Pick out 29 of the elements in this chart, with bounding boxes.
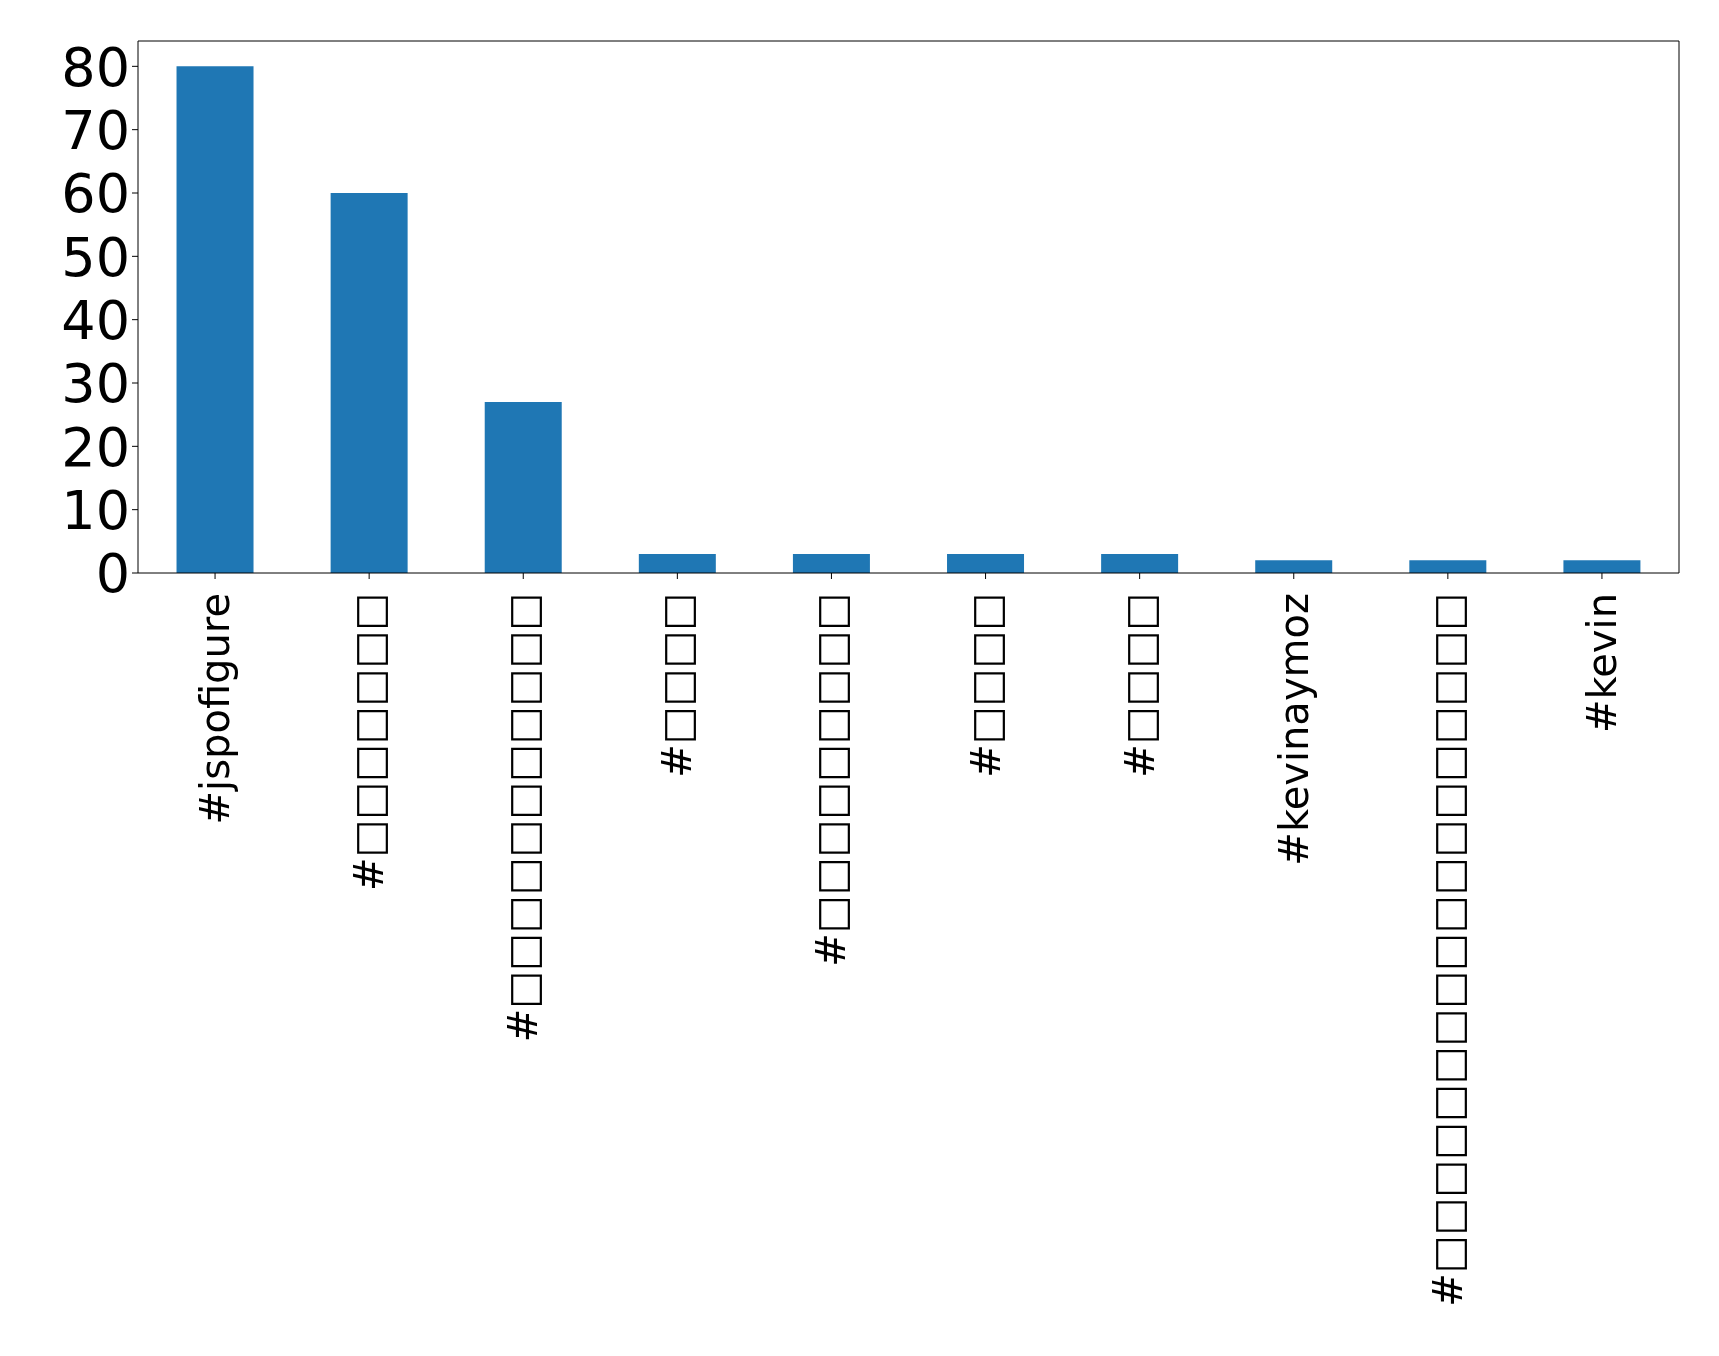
- bar: [947, 554, 1025, 573]
- x-tick-label: #kevin: [1578, 593, 1625, 733]
- x-tick-label: #□□□□: [962, 593, 1009, 778]
- bar: [330, 193, 408, 573]
- y-tick-label: 0: [95, 542, 130, 606]
- x-tick-label: #□□□□: [1116, 593, 1163, 778]
- y-tick-label: 30: [61, 352, 130, 416]
- bar: [484, 402, 562, 573]
- x-tick-label: #kevinaymoz: [1270, 593, 1317, 866]
- bar: [638, 554, 716, 573]
- bar: [1409, 560, 1487, 573]
- y-tick-label: 80: [61, 35, 130, 99]
- x-tick-label: #□□□□□□□□□: [808, 593, 855, 967]
- y-tick-label: 70: [61, 98, 130, 162]
- bar: [1255, 560, 1333, 573]
- y-tick-label: 40: [61, 288, 130, 352]
- x-tick-label: #□□□□□□□□□□□□□□□□□□: [1424, 593, 1471, 1307]
- y-tick-label: 10: [61, 478, 130, 542]
- x-tick-label: #□□□□□□□: [346, 593, 393, 892]
- x-tick-label: #jspofigure: [192, 593, 239, 825]
- y-tick-label: 50: [61, 225, 130, 289]
- y-tick-label: 20: [61, 415, 130, 479]
- bar: [1563, 560, 1641, 573]
- x-tick-label: #□□□□□□□□□□□: [500, 593, 547, 1043]
- bar: [792, 554, 870, 573]
- bar: [1101, 554, 1179, 573]
- y-tick-label: 60: [61, 162, 130, 226]
- bar: [176, 66, 254, 573]
- x-tick-label: #□□□□: [654, 593, 701, 778]
